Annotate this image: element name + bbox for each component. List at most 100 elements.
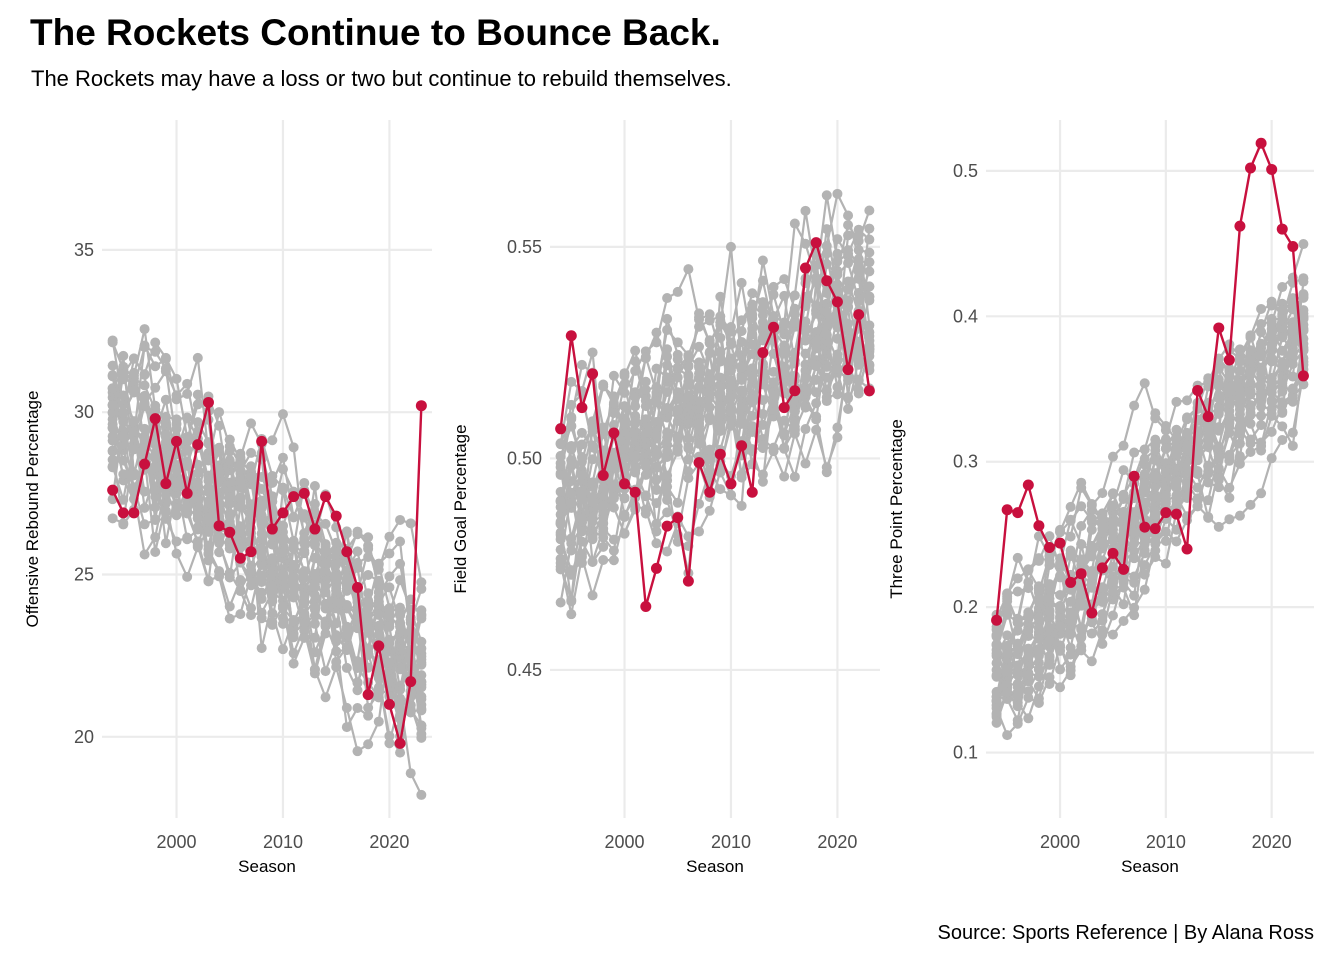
rockets-point <box>1266 163 1278 175</box>
league-team-point <box>128 416 139 427</box>
league-team-point <box>768 389 779 400</box>
rockets-point <box>789 385 801 397</box>
league-team-point <box>811 336 822 347</box>
league-team-point <box>299 608 310 619</box>
league-team-point <box>715 422 726 433</box>
league-team-point <box>1298 239 1309 250</box>
league-team-point <box>182 571 193 582</box>
league-team-point <box>1266 396 1277 407</box>
league-team-point <box>587 590 598 601</box>
league-team-point <box>1245 389 1256 400</box>
league-team-point <box>651 526 662 537</box>
league-team-point <box>725 365 736 376</box>
rockets-point <box>1297 370 1309 382</box>
league-team-point <box>566 413 577 424</box>
league-team-point <box>662 470 673 481</box>
rockets-point <box>298 487 310 499</box>
league-team-point <box>811 424 822 435</box>
league-team-point <box>853 385 864 396</box>
league-team-point <box>1097 638 1108 649</box>
league-team-point <box>662 313 673 324</box>
league-team-point <box>630 504 641 515</box>
rockets-point <box>768 321 780 333</box>
league-team-point <box>832 389 843 400</box>
league-team-point <box>630 463 641 474</box>
league-team-point <box>1287 371 1298 382</box>
league-team-point <box>1277 421 1288 432</box>
league-team-point <box>864 234 875 245</box>
league-team-point <box>1002 630 1013 641</box>
league-team-point <box>1224 514 1235 525</box>
league-team-point <box>1118 465 1129 476</box>
league-team-point <box>736 500 747 511</box>
rockets-point <box>320 491 332 503</box>
league-team-point <box>203 515 214 526</box>
league-team-point <box>192 513 203 524</box>
league-team-point <box>1266 333 1277 344</box>
rockets-point <box>1170 508 1182 520</box>
league-team-point <box>1065 514 1076 525</box>
league-team-point <box>1076 539 1087 550</box>
league-team-point <box>1002 730 1013 741</box>
league-team-point <box>1033 634 1044 645</box>
league-team-point <box>832 269 843 280</box>
league-team-point <box>352 685 363 696</box>
league-team-point <box>331 632 342 643</box>
rockets-point <box>565 330 577 342</box>
rockets-point <box>234 552 246 564</box>
rockets-point <box>1192 384 1204 396</box>
league-team-point <box>1171 476 1182 487</box>
league-team-point <box>118 431 129 442</box>
rockets-point <box>1276 223 1288 235</box>
league-team-point <box>747 394 758 405</box>
league-team-point <box>640 384 651 395</box>
league-team-point <box>672 337 683 348</box>
league-team-point <box>598 541 609 552</box>
league-team-point <box>1234 510 1245 521</box>
league-team-point <box>118 374 129 385</box>
league-team-point <box>1224 452 1235 463</box>
league-team-point <box>171 548 182 559</box>
y-tick-label: 0.45 <box>507 660 542 680</box>
league-team-point <box>363 610 374 621</box>
league-team-point <box>1139 453 1150 464</box>
league-team-point <box>309 590 320 601</box>
league-team-point <box>789 428 800 439</box>
league-team-point <box>800 238 811 249</box>
league-team-point <box>555 496 566 507</box>
league-team-point <box>1213 453 1224 464</box>
league-team-point <box>1086 498 1097 509</box>
rockets-point <box>213 520 225 532</box>
league-team-point <box>1033 585 1044 596</box>
league-team-point <box>800 335 811 346</box>
league-team-point <box>1287 427 1298 438</box>
rockets-point <box>1086 607 1098 619</box>
league-team-point <box>1256 349 1267 360</box>
league-team-point <box>1097 609 1108 620</box>
league-team-point <box>555 458 566 469</box>
league-team-point <box>853 230 864 241</box>
league-team-point <box>608 370 619 381</box>
league-team-point <box>363 532 374 543</box>
league-team-point <box>821 329 832 340</box>
league-team-point <box>341 722 352 733</box>
league-team-point <box>203 540 214 551</box>
league-team-point <box>1076 477 1087 488</box>
rockets-point <box>714 448 726 460</box>
league-team-point <box>1160 526 1171 537</box>
panel-field-goal: 0.45 0.50 0.55 2000 2010 2020 Season Field Goal… <box>451 120 880 876</box>
league-team-point <box>416 729 427 740</box>
league-team-point <box>309 582 320 593</box>
league-team-point <box>1277 282 1288 293</box>
league-team-point <box>107 423 118 434</box>
league-team-point <box>757 317 768 328</box>
league-team-point <box>1076 588 1087 599</box>
rockets-point <box>650 562 662 574</box>
league-team-point <box>651 327 662 338</box>
league-team-point <box>694 418 705 429</box>
league-team-point <box>640 376 651 387</box>
league-team-point <box>1129 538 1140 549</box>
league-team-point <box>1266 453 1277 464</box>
league-team-point <box>331 618 342 629</box>
league-team-point <box>1076 632 1087 643</box>
